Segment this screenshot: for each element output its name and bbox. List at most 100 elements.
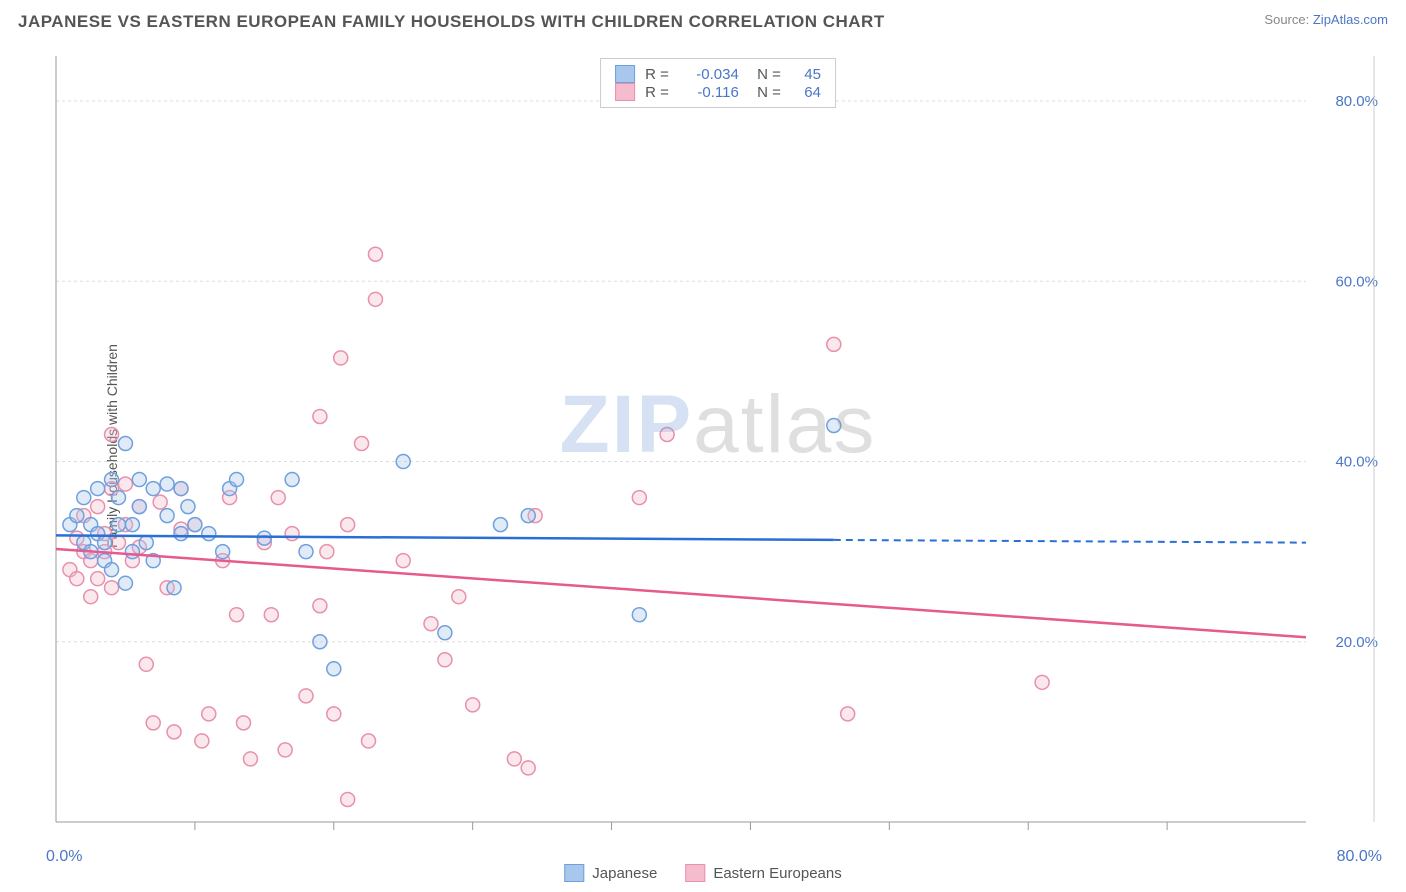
japanese-point bbox=[202, 527, 216, 541]
eastern_europeans-point bbox=[660, 427, 674, 441]
japanese-point bbox=[112, 518, 126, 532]
eastern_europeans-point bbox=[341, 518, 355, 532]
series-legend: Japanese Eastern Europeans bbox=[564, 864, 841, 882]
japanese-point bbox=[132, 473, 146, 487]
eastern_europeans-point bbox=[202, 707, 216, 721]
stats-legend: R = -0.034 N = 45R = -0.116 N = 64 bbox=[600, 58, 836, 108]
eastern_europeans-point bbox=[452, 590, 466, 604]
japanese-point bbox=[181, 500, 195, 514]
japanese-trendline bbox=[56, 535, 834, 540]
eastern_europeans-point bbox=[153, 495, 167, 509]
eastern_europeans-point bbox=[368, 247, 382, 261]
eastern_europeans-point bbox=[1035, 675, 1049, 689]
japanese-r-value: -0.034 bbox=[679, 66, 739, 83]
eastern_europeans-point bbox=[841, 707, 855, 721]
japanese-point bbox=[118, 576, 132, 590]
eastern_europeans-point bbox=[91, 500, 105, 514]
eastern_europeans-point bbox=[438, 653, 452, 667]
source-label: Source: bbox=[1264, 12, 1309, 27]
eastern_europeans-trendline bbox=[56, 549, 1306, 637]
eastern_europeans-point bbox=[112, 536, 126, 550]
japanese-legend-swatch bbox=[564, 864, 584, 882]
japanese-point bbox=[396, 455, 410, 469]
eastern_europeans-point bbox=[105, 427, 119, 441]
japanese-swatch bbox=[615, 65, 635, 83]
japanese-n-value: 45 bbox=[791, 66, 821, 83]
japanese-point bbox=[313, 635, 327, 649]
japanese-point bbox=[493, 518, 507, 532]
eastern_europeans-point bbox=[146, 716, 160, 730]
eastern_europeans-point bbox=[91, 572, 105, 586]
japanese-point bbox=[827, 418, 841, 432]
japanese-point bbox=[299, 545, 313, 559]
japanese-point bbox=[132, 500, 146, 514]
stats-legend-row: R =-0.034 N =45 bbox=[615, 65, 821, 83]
eastern_europeans-point bbox=[424, 617, 438, 631]
eastern_europeans-point bbox=[313, 599, 327, 613]
y-tick-label: 20.0% bbox=[1335, 634, 1378, 651]
japanese-point bbox=[160, 477, 174, 491]
eastern_europeans-point bbox=[507, 752, 521, 766]
japanese-point bbox=[174, 482, 188, 496]
chart-title: JAPANESE VS EASTERN EUROPEAN FAMILY HOUS… bbox=[18, 12, 885, 32]
japanese-point bbox=[146, 482, 160, 496]
japanese-point bbox=[105, 473, 119, 487]
japanese-point bbox=[98, 536, 112, 550]
japanese-point bbox=[230, 473, 244, 487]
eastern_europeans-point bbox=[320, 545, 334, 559]
eastern_europeans-point bbox=[139, 657, 153, 671]
japanese-point bbox=[139, 536, 153, 550]
japanese-point bbox=[167, 581, 181, 595]
japanese-point bbox=[174, 527, 188, 541]
y-tick-label: 80.0% bbox=[1335, 93, 1378, 110]
eastern_europeans-point bbox=[118, 477, 132, 491]
japanese-point bbox=[105, 563, 119, 577]
eastern_europeans-n-value: 64 bbox=[791, 84, 821, 101]
eastern_europeans-point bbox=[70, 572, 84, 586]
eastern_europeans-point bbox=[327, 707, 341, 721]
eastern_europeans-point bbox=[521, 761, 535, 775]
y-tick-label: 40.0% bbox=[1335, 454, 1378, 471]
japanese-point bbox=[632, 608, 646, 622]
series-legend-item: Japanese bbox=[564, 864, 657, 882]
x-axis-min-label: 0.0% bbox=[46, 848, 82, 866]
japanese-point bbox=[285, 473, 299, 487]
eastern_europeans-point bbox=[167, 725, 181, 739]
eastern_europeans-point bbox=[271, 491, 285, 505]
eastern_europeans-point bbox=[368, 292, 382, 306]
eastern_europeans-point bbox=[466, 698, 480, 712]
r-label: R = bbox=[645, 84, 669, 101]
japanese-point bbox=[257, 531, 271, 545]
eastern_europeans-point bbox=[334, 351, 348, 365]
n-label: N = bbox=[749, 84, 781, 101]
eastern_europeans-point bbox=[285, 527, 299, 541]
n-label: N = bbox=[749, 66, 781, 83]
scatter-plot-svg: 20.0% 40.0% 60.0% 80.0% bbox=[50, 50, 1386, 832]
eastern_europeans-point bbox=[264, 608, 278, 622]
eastern_europeans-legend-label: Eastern Europeans bbox=[713, 865, 841, 882]
eastern_europeans-point bbox=[243, 752, 257, 766]
eastern_europeans-point bbox=[355, 437, 369, 451]
stats-legend-row: R = -0.116 N = 64 bbox=[615, 83, 821, 101]
japanese-point bbox=[438, 626, 452, 640]
source-attribution: Source: ZipAtlas.com bbox=[1264, 12, 1388, 27]
eastern_europeans-r-value: -0.116 bbox=[679, 84, 739, 101]
japanese-point bbox=[77, 491, 91, 505]
source-link[interactable]: ZipAtlas.com bbox=[1313, 12, 1388, 27]
y-tick-label: 60.0% bbox=[1335, 273, 1378, 290]
eastern_europeans-point bbox=[362, 734, 376, 748]
japanese-point bbox=[112, 491, 126, 505]
eastern_europeans-point bbox=[313, 409, 327, 423]
eastern_europeans-point bbox=[105, 581, 119, 595]
eastern_europeans-point bbox=[230, 608, 244, 622]
eastern_europeans-point bbox=[632, 491, 646, 505]
eastern_europeans-point bbox=[396, 554, 410, 568]
x-axis-max-label: 80.0% bbox=[1337, 848, 1382, 866]
japanese-point bbox=[160, 509, 174, 523]
japanese-point bbox=[188, 518, 202, 532]
japanese-point bbox=[118, 437, 132, 451]
eastern_europeans-point bbox=[84, 590, 98, 604]
eastern_europeans-point bbox=[341, 792, 355, 806]
japanese-point bbox=[216, 545, 230, 559]
japanese-point bbox=[125, 518, 139, 532]
